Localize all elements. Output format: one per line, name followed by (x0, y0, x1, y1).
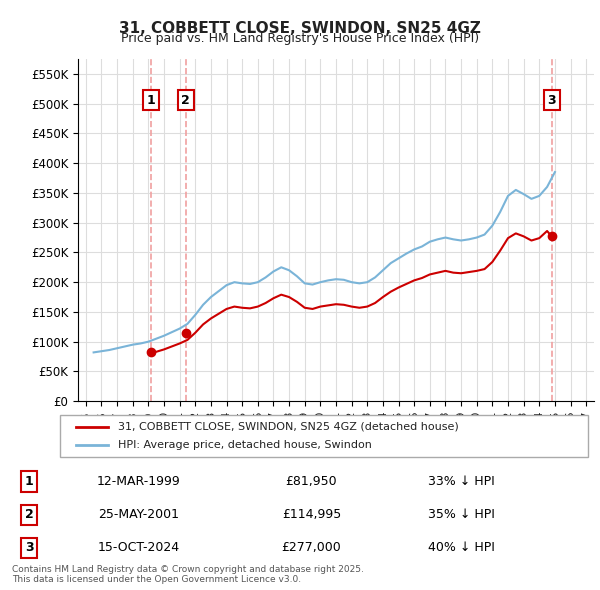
Text: 1: 1 (25, 475, 34, 489)
Text: 1: 1 (147, 94, 156, 107)
FancyBboxPatch shape (60, 415, 588, 457)
Text: 15-OCT-2024: 15-OCT-2024 (98, 541, 180, 555)
Text: 2: 2 (25, 508, 34, 522)
Text: 3: 3 (25, 541, 34, 555)
Text: Contains HM Land Registry data © Crown copyright and database right 2025.
This d: Contains HM Land Registry data © Crown c… (12, 565, 364, 584)
Text: £81,950: £81,950 (286, 475, 337, 489)
Text: £114,995: £114,995 (282, 508, 341, 522)
Text: HPI: Average price, detached house, Swindon: HPI: Average price, detached house, Swin… (118, 440, 372, 450)
Text: 35% ↓ HPI: 35% ↓ HPI (428, 508, 495, 522)
Text: 31, COBBETT CLOSE, SWINDON, SN25 4GZ (detached house): 31, COBBETT CLOSE, SWINDON, SN25 4GZ (de… (118, 422, 459, 432)
Text: 40% ↓ HPI: 40% ↓ HPI (428, 541, 495, 555)
Text: 12-MAR-1999: 12-MAR-1999 (97, 475, 181, 489)
Text: Price paid vs. HM Land Registry's House Price Index (HPI): Price paid vs. HM Land Registry's House … (121, 32, 479, 45)
Text: 33% ↓ HPI: 33% ↓ HPI (428, 475, 494, 489)
Text: 3: 3 (547, 94, 556, 107)
Text: £277,000: £277,000 (281, 541, 341, 555)
Text: 2: 2 (181, 94, 190, 107)
Text: 31, COBBETT CLOSE, SWINDON, SN25 4GZ: 31, COBBETT CLOSE, SWINDON, SN25 4GZ (119, 21, 481, 35)
Text: 25-MAY-2001: 25-MAY-2001 (98, 508, 179, 522)
